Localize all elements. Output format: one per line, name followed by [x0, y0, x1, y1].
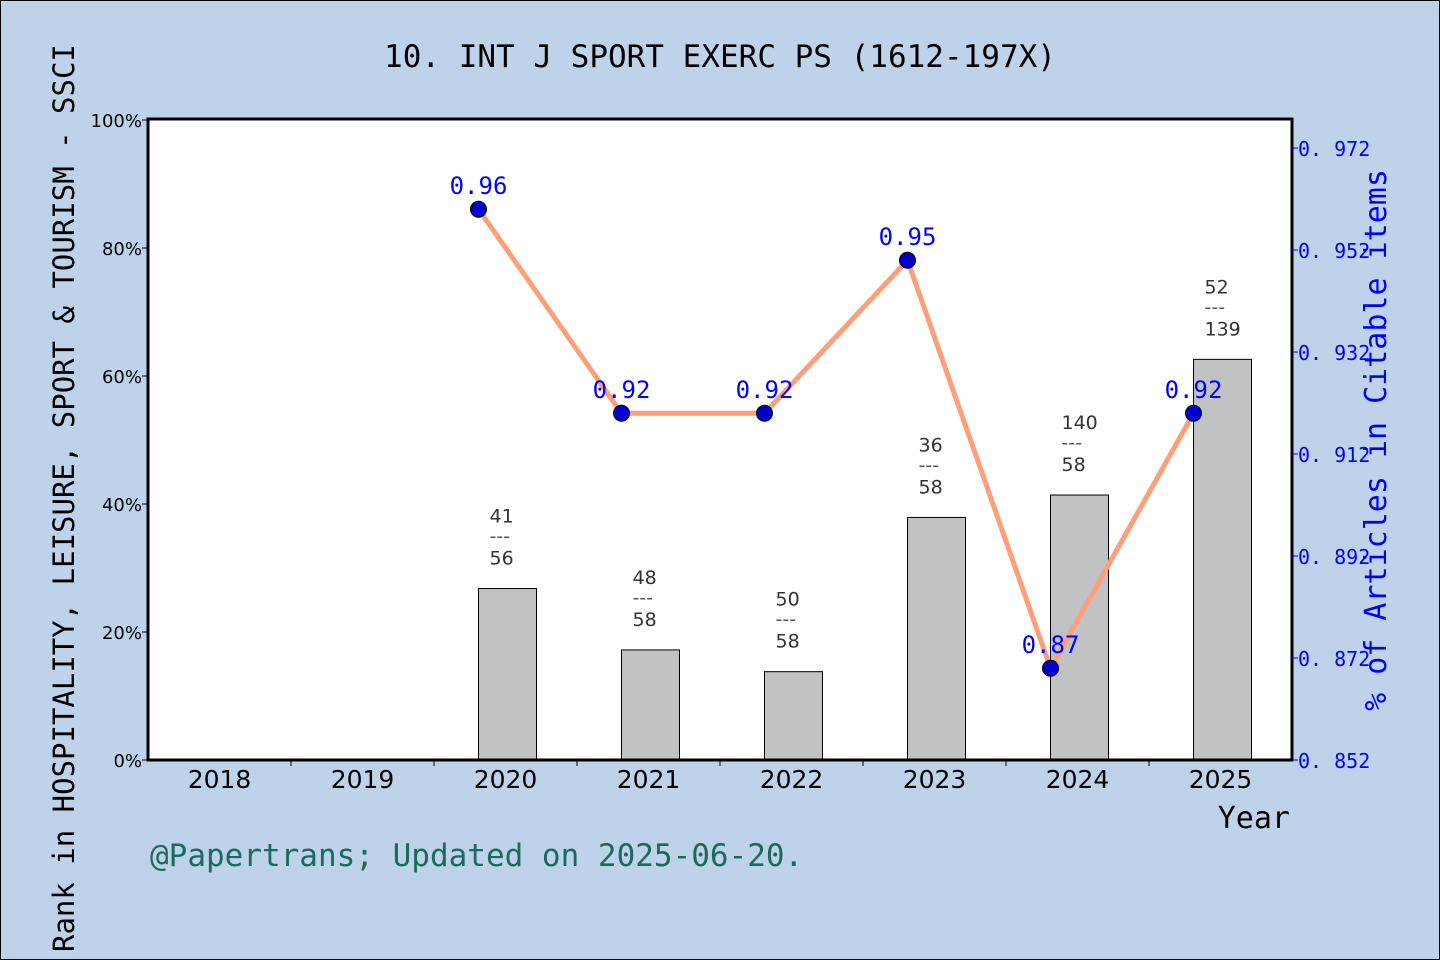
left-tick-label: 80% [102, 239, 142, 260]
bar-label-bottom-2025: 139 [1205, 318, 1241, 340]
bar-label-bottom-2020: 56 [490, 547, 514, 569]
bar-label-bottom-2023: 58 [919, 476, 943, 498]
right-axis-label: % of Articles in Citable items [1359, 169, 1394, 711]
series-line [476, 207, 1196, 675]
bar-label-bottom-2024: 58 [1062, 454, 1086, 476]
bar-2023 [907, 516, 966, 761]
bar-label-top-2025: 52 [1205, 276, 1229, 298]
x-axis-label: Year [1218, 801, 1290, 836]
left-tick-label: 100% [91, 111, 142, 132]
bar-label-divider-2025: --- [1205, 296, 1226, 318]
right-tick-label: 0. 952 [1298, 239, 1370, 263]
line-point-2024 [1042, 659, 1059, 677]
bar-2020 [478, 587, 537, 761]
line-point-2020 [470, 200, 487, 218]
bar-label-divider-2022: --- [776, 609, 797, 631]
bar-label-divider-2024: --- [1062, 432, 1083, 454]
left-tick-label: 0% [113, 751, 142, 772]
right-tick-label: 0. 872 [1298, 647, 1370, 671]
right-tick-label: 0. 912 [1298, 443, 1370, 467]
bar-label-divider-2020: --- [490, 525, 511, 547]
bar-2022 [764, 671, 823, 761]
bar-label-top-2024: 140 [1062, 412, 1098, 434]
bar-label-top-2023: 36 [919, 434, 943, 456]
left-tick-label: 40% [102, 495, 142, 516]
line-point-label-2025: 0.92 [1165, 376, 1223, 404]
right-tick-label: 0. 932 [1298, 341, 1370, 365]
left-tick-label: 60% [102, 367, 142, 388]
plot-area [148, 119, 1292, 761]
line-point-label-2024: 0.87 [1022, 631, 1080, 659]
line-point-2021 [613, 404, 630, 422]
x-tick-label-2024: 2024 [1046, 765, 1110, 794]
bar-label-top-2020: 41 [490, 505, 514, 527]
line-point-label-2023: 0.95 [879, 223, 937, 251]
left-axis-label: Rank in HOSPITALITY, LEISURE, SPORT & TO… [47, 44, 81, 952]
bar-2024 [1050, 494, 1109, 761]
right-tick-label: 0. 892 [1298, 545, 1370, 569]
x-tick-label-2022: 2022 [760, 765, 824, 794]
right-tick-label: 0. 852 [1298, 749, 1370, 773]
x-tick-label-2019: 2019 [331, 765, 395, 794]
x-tick-label-2025: 2025 [1189, 765, 1253, 794]
x-tick-label-2021: 2021 [617, 765, 681, 794]
bar-2025 [1193, 358, 1252, 761]
bar-label-bottom-2021: 58 [633, 609, 657, 631]
x-tick-label-2023: 2023 [903, 765, 967, 794]
line-point-2023 [899, 251, 916, 269]
line-point-2025 [1185, 404, 1202, 422]
x-tick-label-2020: 2020 [474, 765, 538, 794]
right-tick-label: 0. 972 [1298, 137, 1370, 161]
bar-label-top-2022: 50 [776, 589, 800, 611]
chart-title: 10. INT J SPORT EXERC PS (1612-197X) [384, 39, 1056, 75]
left-tick-label: 20% [102, 623, 142, 644]
footer-credit: @Papertrans; Updated on 2025-06-20. [150, 838, 803, 874]
bar-2021 [621, 649, 680, 761]
bar-label-divider-2023: --- [919, 454, 940, 476]
line-point-label-2022: 0.92 [736, 376, 794, 404]
x-tick-label-2018: 2018 [188, 765, 252, 794]
line-point-label-2020: 0.96 [450, 172, 508, 200]
bar-label-top-2021: 48 [633, 567, 657, 589]
line-point-label-2021: 0.92 [593, 376, 651, 404]
bar-label-bottom-2022: 58 [776, 631, 800, 653]
bar-label-divider-2021: --- [633, 587, 654, 609]
line-point-2022 [756, 404, 773, 422]
